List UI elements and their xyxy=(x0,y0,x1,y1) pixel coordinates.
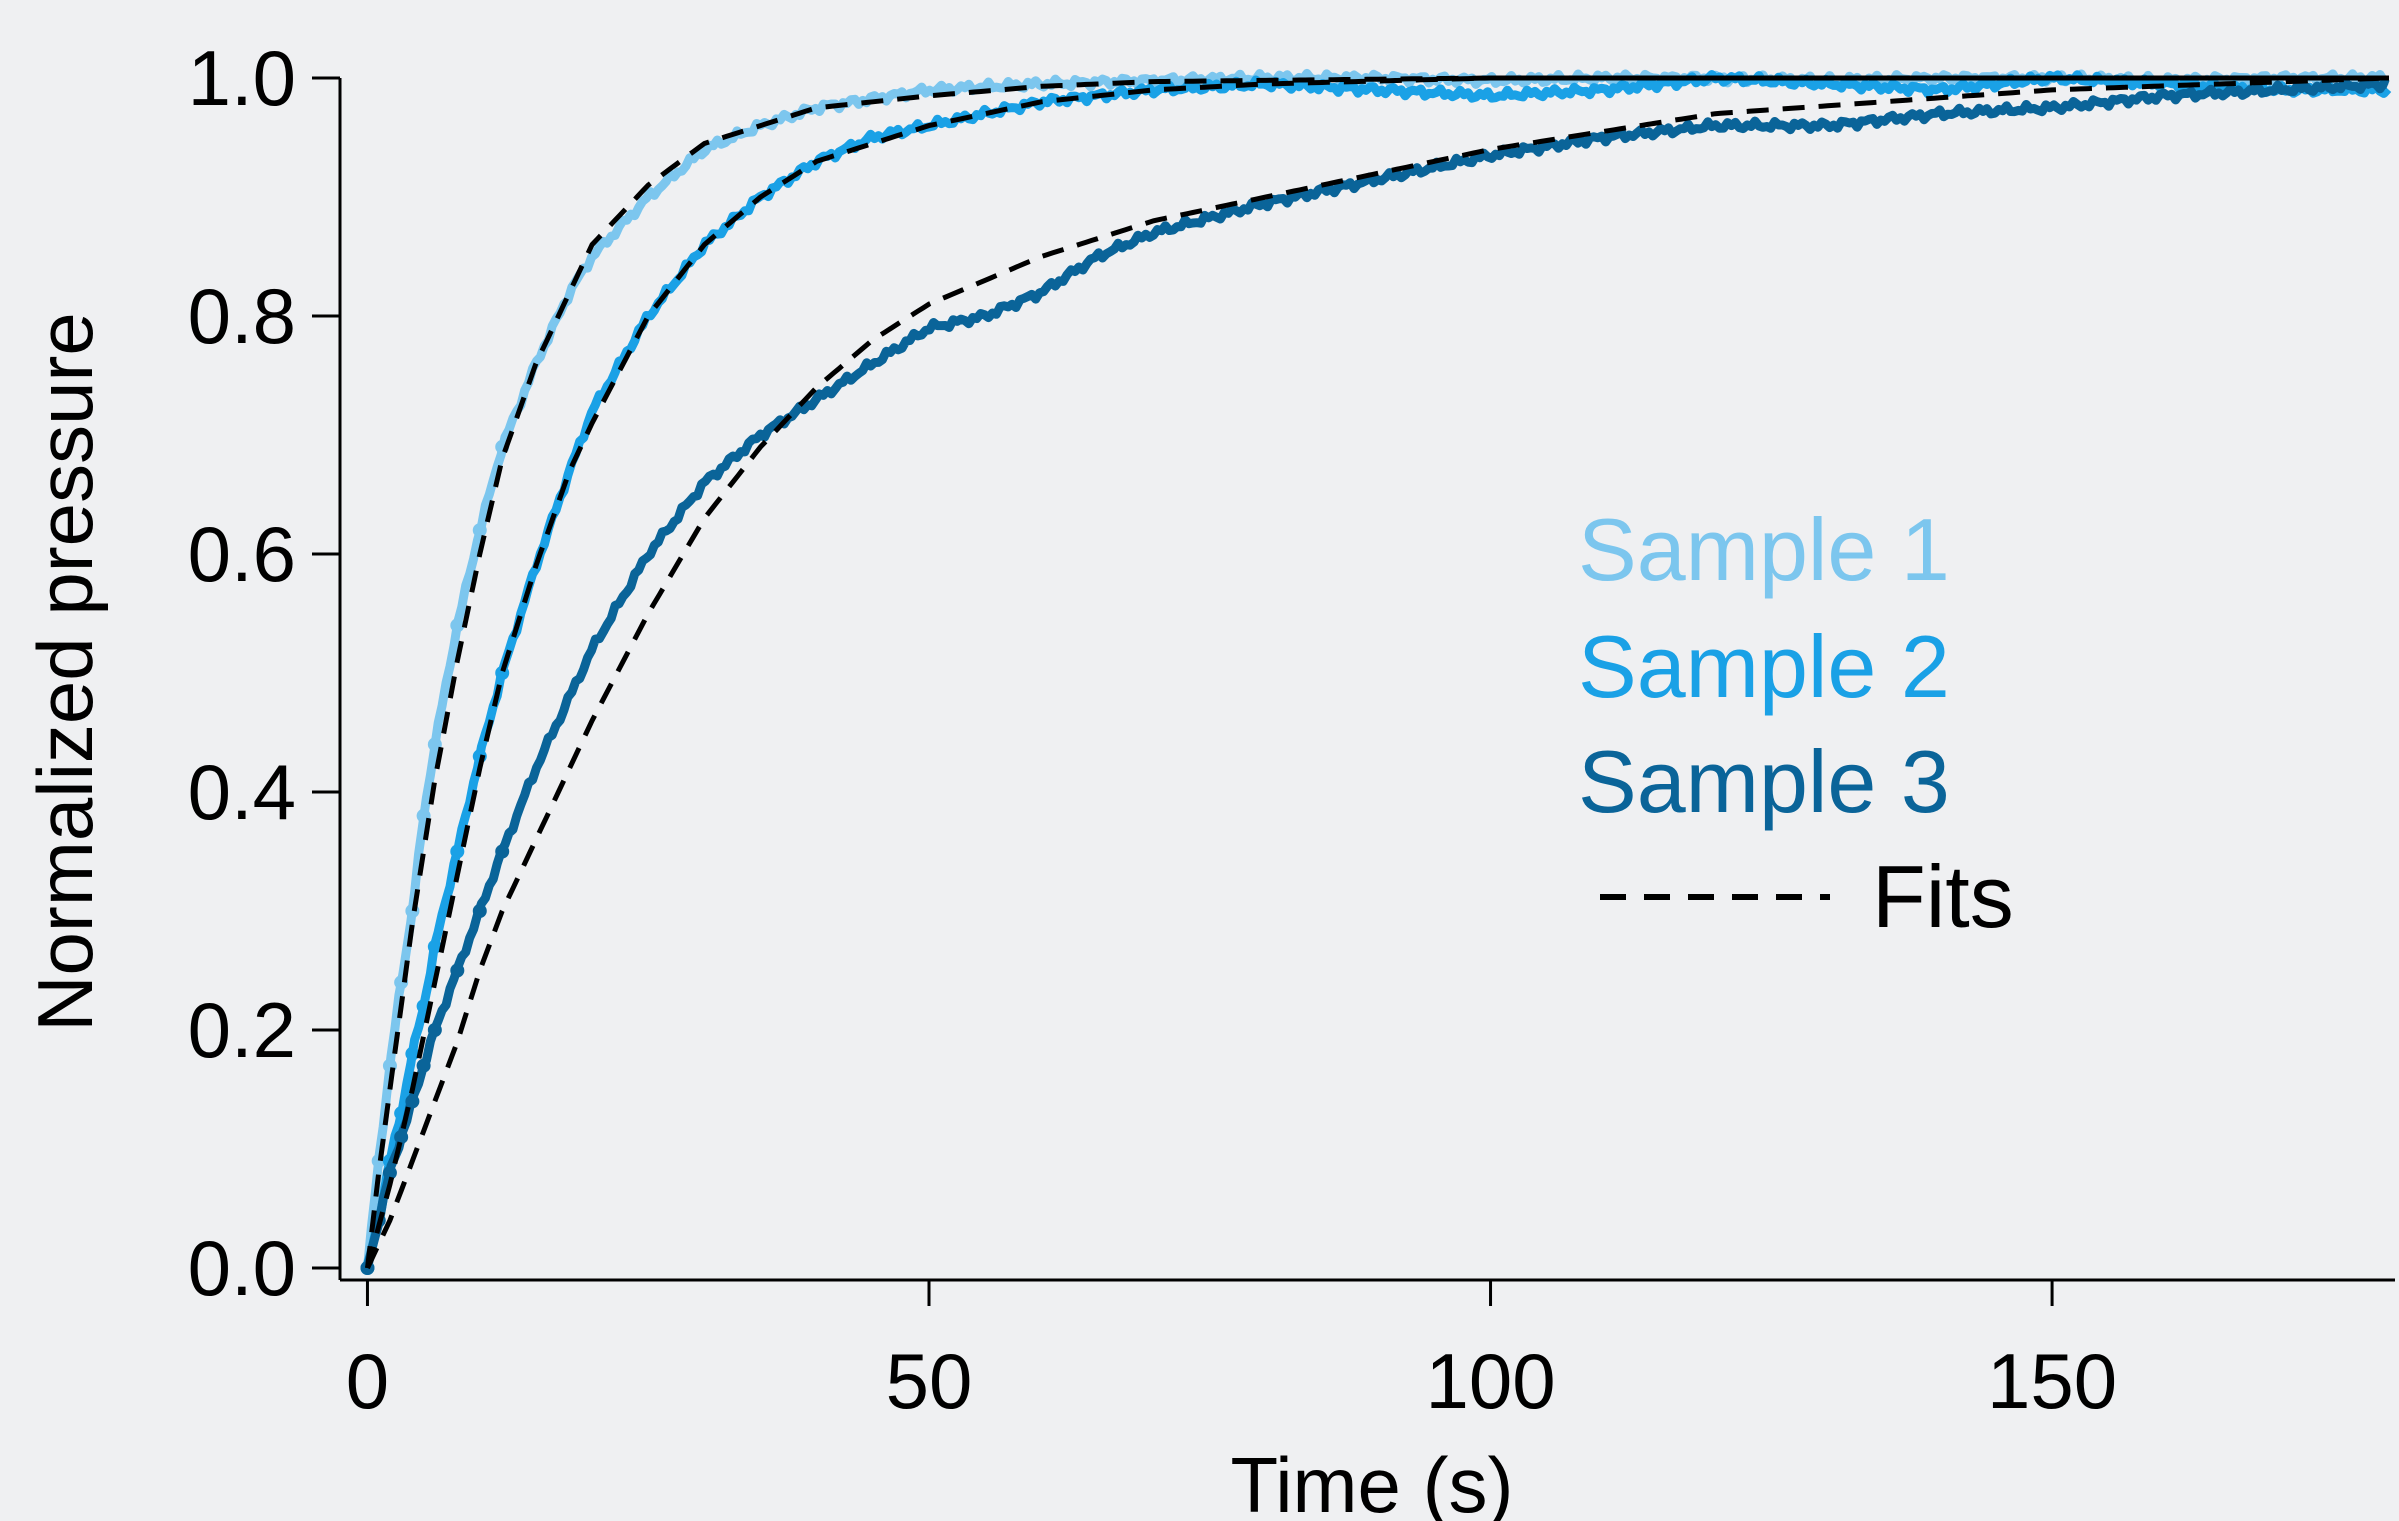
legend-entry-sample-1: Sample 1 xyxy=(1578,500,1950,599)
series-1-trace xyxy=(363,68,2389,1269)
series-2-trace xyxy=(363,70,2392,1266)
fit-lines xyxy=(365,75,2390,1270)
y-tick-label: 1.0 xyxy=(188,34,296,122)
data-point xyxy=(427,1023,442,1037)
y-tick-label: 0.0 xyxy=(188,1224,296,1312)
y-tick-label: 0.8 xyxy=(188,272,296,360)
data-point xyxy=(495,844,510,859)
series-1 xyxy=(360,68,2389,1275)
legend-entry-fits: Fits xyxy=(1872,847,2014,946)
data-point xyxy=(416,1058,431,1073)
x-axis-title: Time (s) xyxy=(1230,1441,1513,1521)
series-2 xyxy=(360,70,2392,1275)
x-tick-label: 0 xyxy=(346,1337,389,1425)
data-point xyxy=(427,939,442,954)
y-tick-label: 0.6 xyxy=(188,510,296,598)
data-point xyxy=(450,963,465,978)
data-point xyxy=(382,1165,397,1180)
fit-line-2 xyxy=(365,75,2389,1269)
x-tick-label: 50 xyxy=(886,1337,973,1425)
data-point xyxy=(405,1094,420,1109)
data-series xyxy=(360,68,2392,1275)
data-point xyxy=(405,1046,420,1061)
fit-line-1 xyxy=(365,75,2389,1269)
legend: Sample 1 Sample 2 Sample 3 Fits xyxy=(1578,500,2014,946)
y-tick-label: 0.4 xyxy=(188,748,296,836)
y-ticks: 0.0 0.2 0.4 0.6 0.8 1.0 xyxy=(188,34,340,1312)
x-tick-label: 150 xyxy=(1987,1337,2117,1425)
series-3-trace xyxy=(363,77,2390,1269)
x-ticks: 0 50 100 150 xyxy=(346,1280,2117,1425)
x-tick-label: 100 xyxy=(1425,1337,1555,1425)
fit-line-3 xyxy=(365,75,2390,1270)
axes xyxy=(338,78,2395,1282)
series-3 xyxy=(360,77,2390,1275)
data-point xyxy=(394,1130,409,1145)
legend-entry-sample-2: Sample 2 xyxy=(1578,617,1950,716)
data-point xyxy=(427,737,442,752)
data-point xyxy=(450,618,465,633)
data-point xyxy=(472,523,487,538)
y-axis-title: Normalized pressure xyxy=(21,312,109,1032)
data-point xyxy=(472,904,487,918)
legend-entry-sample-3: Sample 3 xyxy=(1578,732,1950,831)
data-point xyxy=(450,844,465,859)
y-tick-label: 0.2 xyxy=(188,986,296,1074)
